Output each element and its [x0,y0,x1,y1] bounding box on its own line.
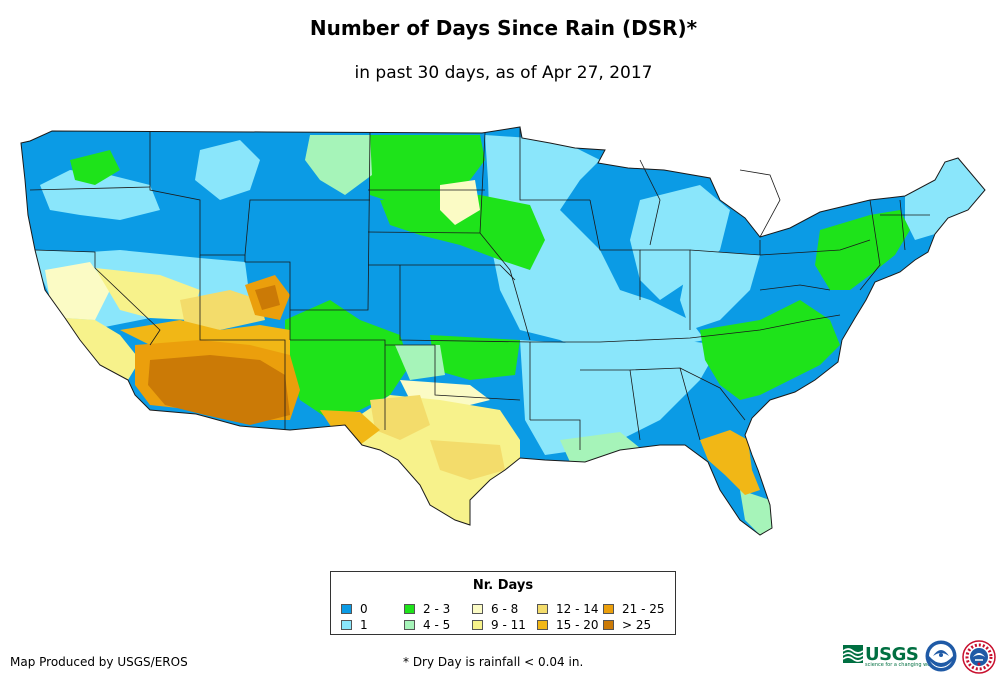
legend-label: 1 [360,618,368,632]
legend-label: 6 - 8 [491,602,519,616]
legend-item-4-5: 4 - 5 [404,618,450,632]
legend: Nr. Days 0 1 2 - 3 4 - 5 6 - 8 9 - 11 12… [330,571,676,635]
legend-title: Nr. Days [472,578,534,593]
us-outline [20,126,986,536]
zone-1-day-ohio-valley [680,250,760,330]
legend-item-21-25: 21 - 25 [603,602,665,616]
nws-logo [962,640,996,674]
legend-label: 9 - 11 [491,618,526,632]
zone-12-14-days-texas-coast [430,440,505,480]
legend-swatch [537,604,548,614]
legend-item-6-8: 6 - 8 [472,602,518,616]
zone-15-20-days-florida [700,430,760,495]
legend-label: 4 - 5 [423,618,451,632]
zone-2-3-days-southeast [700,300,840,400]
legend-item-0: 0 [341,602,368,616]
zone-1-day-maine [905,158,985,240]
legend-swatch [537,620,548,630]
zone-1-day-northwest [40,170,160,220]
legend-swatch [472,620,483,630]
zone-4-5-days-montana [305,135,372,195]
zone-2-3-days-southwest-plains [285,300,410,420]
zone-1-day-montana-east [195,140,260,200]
noaa-logo [925,640,957,672]
legend-label: 2 - 3 [423,602,451,616]
legend-swatch [404,604,415,614]
zone-1-day-midwest [485,135,705,360]
legend-item-over-25: > 25 [603,618,651,632]
state-borders [29,127,930,450]
legend-label: 0 [360,602,368,616]
zone-9-11-days-california [65,318,140,380]
legend-item-1: 1 [341,618,368,632]
zone-over-25-days-utah [255,285,280,310]
legend-label: 12 - 14 [556,602,599,616]
zone-4-5-days-florida-south [740,490,772,535]
usgs-tagline: science for a changing world [865,662,937,668]
legend-item-12-14: 12 - 14 [537,602,599,616]
legend-swatch [603,620,614,630]
zone-15-20-days-new-mexico-south [320,410,380,445]
legend-swatch [603,604,614,614]
map-title: Number of Days Since Rain (DSR)* [309,16,698,40]
zone-1-day-great-lakes [630,185,730,300]
legend-item-15-20: 15 - 20 [537,618,599,632]
legend-label: 15 - 20 [556,618,599,632]
map-credit: Map Produced by USGS/EROS [10,655,188,669]
zone-6-8-days-dakota [440,180,480,225]
legend-swatch [404,620,415,630]
legend-item-9-11: 9 - 11 [472,618,526,632]
legend-item-2-3: 2 - 3 [404,602,450,616]
usgs-logo: USGS science for a changing world [842,641,937,668]
map-subtitle: in past 30 days, as of Apr 27, 2017 [354,63,653,83]
zone-4-5-days-oklahoma [395,345,445,380]
legend-swatch [341,604,352,614]
zone-2-3-days-ozarks [430,335,520,380]
zone-over-25-days-arizona [148,355,290,425]
usgs-wave-icon [842,643,864,665]
zone-9-11-days-nevada [95,268,200,320]
legend-label: 21 - 25 [622,602,665,616]
zone-2-3-days-mid-atlantic [815,210,910,290]
legend-swatch [341,620,352,630]
legend-swatch [472,604,483,614]
zone-2-3-days-northwest-spot [70,150,120,185]
legend-label: > 25 [622,618,652,632]
usgs-wordmark: USGS [865,643,919,665]
zone-12-14-days-utah [180,290,265,330]
zone-6-8-days-west [45,262,110,320]
dry-day-footnote: * Dry Day is rainfall < 0.04 in. [403,655,584,669]
